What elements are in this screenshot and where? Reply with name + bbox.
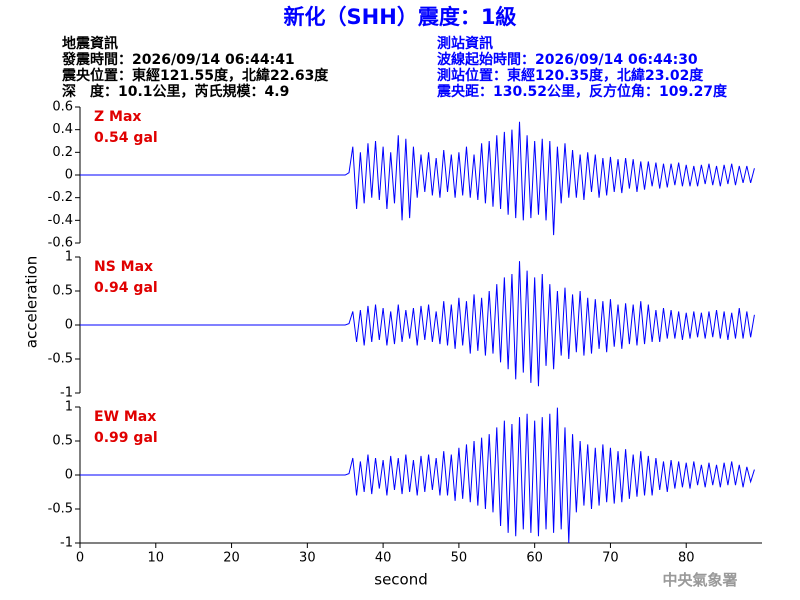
station-distance: 震央距：130.52公里，反方位角：109.27度 [436,83,728,100]
waveform [80,407,755,544]
y-tick-label: 0.2 [52,145,73,160]
component-label: NS Max [94,259,153,275]
title: 新化（SHH）震度：1級 [284,5,517,29]
y-tick-label: 1 [65,400,73,415]
event-location: 震央位置：東經121.55度，北緯22.63度 [61,67,329,84]
y-axis-label: acceleration [23,256,41,348]
x-tick-label: 50 [451,551,468,566]
event-heading: 地震資訊 [62,35,118,52]
y-tick-label: 0.4 [52,122,73,137]
y-tick-label: 0 [65,168,73,183]
y-tick-label: -0.6 [48,236,73,251]
component-label: Z Max [94,109,141,125]
max-label: 0.99 gal [94,430,158,446]
event-info: 地震資訊 發震時間：2026/09/14 06:44:41 震央位置：東經121… [61,35,329,100]
x-tick-label: 0 [76,551,84,566]
y-tick-label: -0.5 [48,502,73,517]
max-label: 0.54 gal [94,130,158,146]
component-label: EW Max [94,409,156,425]
max-label: 0.94 gal [94,280,158,296]
y-tick-label: 0 [65,318,73,333]
x-axis-label: second [374,571,428,589]
y-tick-label: 1 [65,250,73,265]
y-tick-label: 0.5 [52,434,73,449]
waveform [80,261,755,387]
y-tick-label: -0.4 [48,213,73,228]
y-tick-label: -1 [60,386,73,401]
y-tick-label: 0.5 [52,284,73,299]
waveform [80,121,755,236]
y-tick-label: -0.2 [48,190,73,205]
y-tick-label: -1 [60,536,73,551]
y-tick-label: 0.6 [52,100,73,115]
station-info: 測站資訊 波線起始時間：2026/09/14 06:44:30 測站位置：東經1… [436,35,728,100]
event-time: 發震時間：2026/09/14 06:44:41 [61,51,295,68]
x-tick-label: 30 [299,551,316,566]
x-tick-label: 10 [148,551,165,566]
event-depth: 深 度：10.1公里，芮氏規模：4.9 [62,83,289,100]
x-tick-label: 20 [223,551,240,566]
x-tick-label: 70 [602,551,619,566]
footer: 中央氣象署 [662,571,737,589]
x-tick-label: 60 [526,551,543,566]
station-time: 波線起始時間：2026/09/14 06:44:30 [437,51,698,68]
station-heading: 測站資訊 [437,35,493,52]
x-tick-label: 40 [375,551,392,566]
station-location: 測站位置：東經120.35度，北緯23.02度 [437,67,704,84]
y-tick-label: -0.5 [48,352,73,367]
y-tick-label: 0 [65,468,73,483]
x-tick-label: 80 [678,551,695,566]
